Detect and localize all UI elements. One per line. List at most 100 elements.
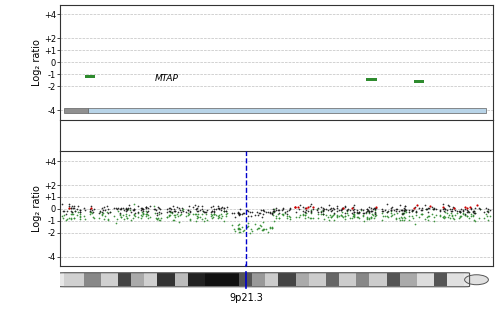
Point (259, 207, 267, 213)
Point (285, 213, 293, 218)
Point (184, 207, 192, 213)
Point (291, 204, 299, 209)
Point (302, 207, 310, 212)
Point (217, 206, 225, 211)
Point (299, 204, 307, 209)
Point (272, 207, 280, 212)
Point (220, 208, 228, 214)
Point (122, 208, 130, 213)
Point (166, 205, 174, 211)
Point (424, 206, 432, 211)
Point (246, 226, 254, 231)
Point (432, 207, 440, 212)
Point (240, 227, 248, 232)
Point (134, 204, 142, 209)
Point (279, 206, 287, 212)
Point (348, 216, 356, 221)
Point (200, 218, 207, 224)
Point (424, 209, 432, 214)
Point (408, 213, 416, 218)
Point (462, 212, 469, 217)
Point (398, 211, 406, 216)
Point (450, 205, 458, 210)
Point (319, 207, 327, 212)
Point (440, 209, 448, 214)
Point (210, 210, 218, 215)
Point (236, 226, 244, 231)
Point (370, 216, 378, 221)
Point (244, 208, 252, 213)
Point (125, 213, 133, 218)
Point (400, 210, 407, 215)
Point (328, 213, 336, 218)
Point (134, 214, 142, 219)
Point (142, 211, 150, 216)
Point (356, 209, 364, 214)
Point (472, 202, 480, 208)
Point (392, 216, 400, 221)
Bar (266, 273, 278, 286)
Point (432, 213, 440, 218)
Point (380, 213, 388, 218)
Point (62, 217, 70, 223)
Point (456, 208, 464, 214)
Point (270, 210, 278, 215)
Point (202, 208, 210, 213)
Point (68, 210, 76, 215)
Point (426, 203, 434, 208)
Point (260, 209, 268, 214)
Point (445, 213, 453, 218)
Point (240, 210, 248, 215)
Point (189, 205, 197, 210)
Point (234, 211, 242, 216)
Y-axis label: Log₂ ratio: Log₂ ratio (32, 39, 42, 86)
Point (468, 211, 475, 216)
Point (113, 206, 121, 212)
Point (217, 212, 225, 217)
Point (422, 206, 430, 211)
Point (475, 205, 483, 210)
Point (248, 228, 256, 233)
Point (438, 214, 446, 219)
Point (252, 222, 260, 227)
Point (122, 207, 130, 212)
Point (284, 215, 292, 220)
Point (444, 203, 452, 208)
Point (298, 213, 306, 218)
Point (449, 215, 457, 221)
Point (234, 227, 242, 232)
Bar (101, 273, 118, 286)
Point (87, 209, 95, 214)
Point (302, 206, 310, 211)
Point (142, 209, 150, 214)
Point (275, 215, 283, 220)
Point (446, 216, 454, 221)
Point (458, 211, 466, 216)
Point (379, 213, 387, 218)
Point (220, 205, 228, 210)
Point (270, 218, 278, 223)
Point (448, 208, 456, 213)
Point (185, 211, 193, 216)
Point (68, 203, 76, 208)
Point (142, 206, 150, 211)
Point (114, 205, 122, 210)
Point (298, 208, 306, 214)
Bar (240, 273, 252, 286)
Point (464, 213, 471, 218)
Point (360, 214, 368, 219)
Point (166, 212, 174, 217)
Point (234, 212, 242, 217)
Text: 9p21.3: 9p21.3 (229, 293, 263, 303)
Point (228, 223, 236, 228)
Point (179, 209, 187, 214)
Point (104, 210, 112, 215)
Point (234, 211, 242, 216)
Point (461, 206, 469, 212)
Point (140, 211, 147, 216)
Point (400, 208, 408, 213)
Point (170, 209, 178, 214)
Point (216, 214, 224, 220)
Point (76, 209, 84, 214)
Point (196, 208, 204, 213)
